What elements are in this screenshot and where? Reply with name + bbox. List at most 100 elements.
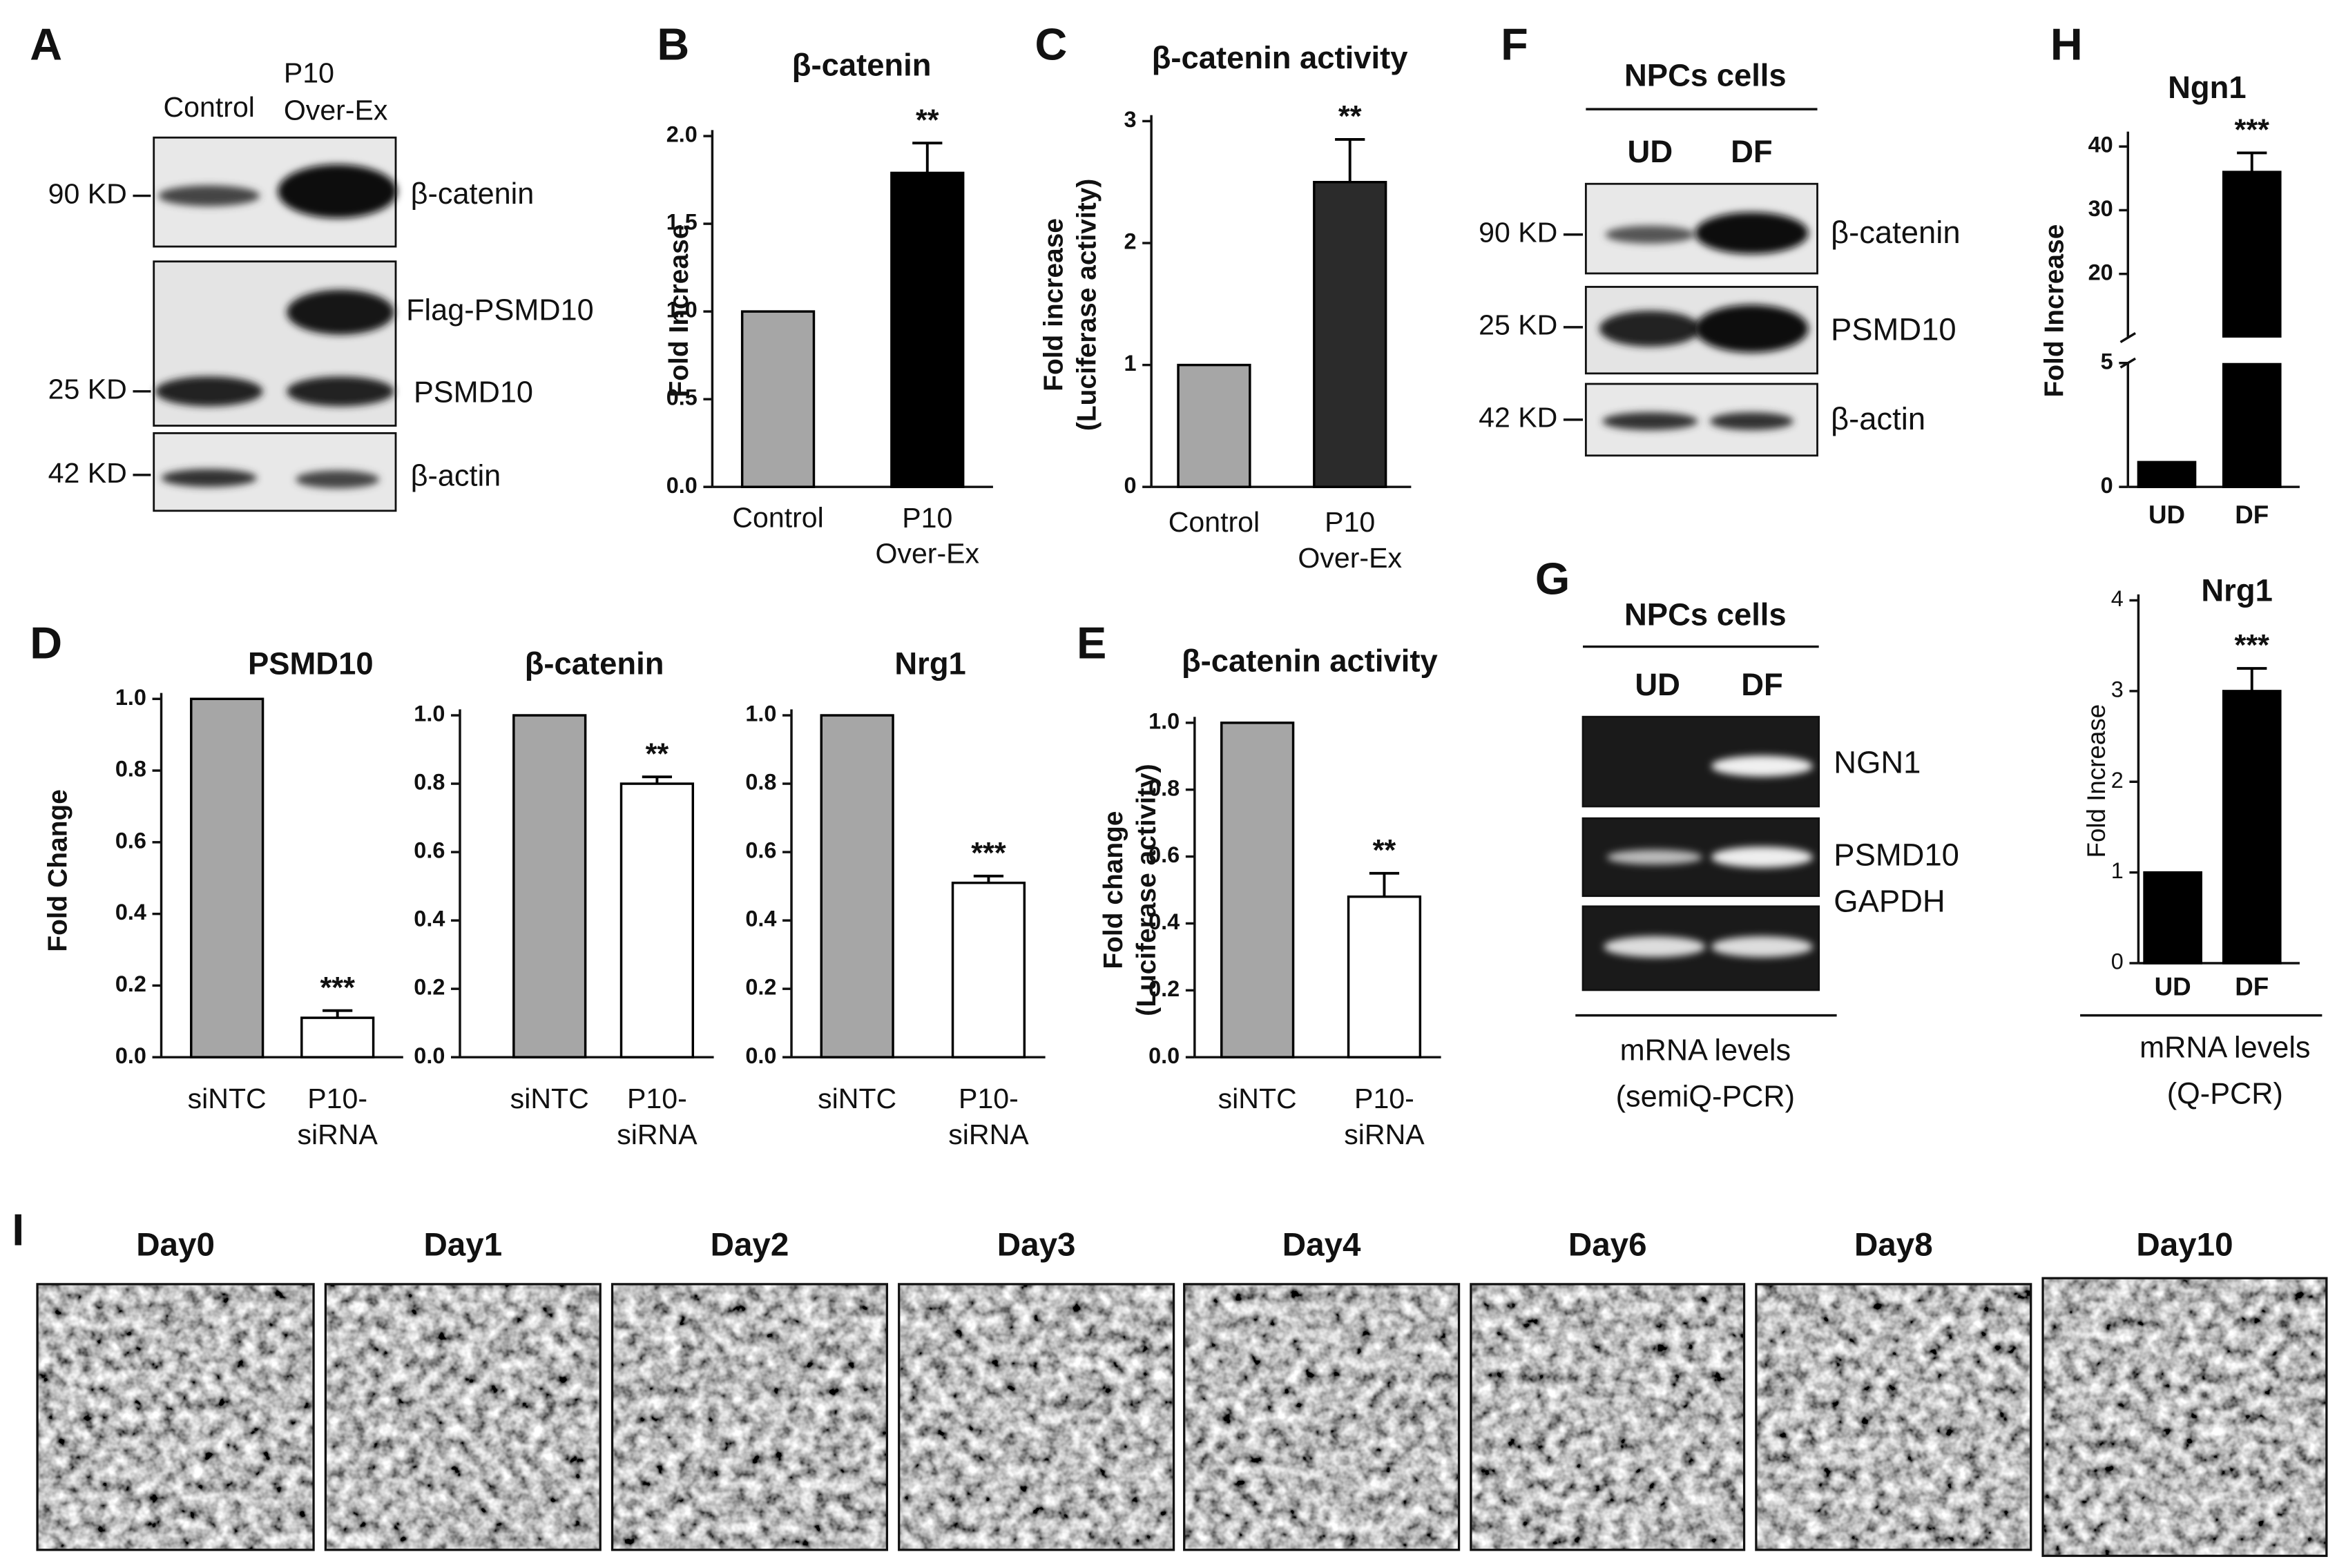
y-tick-label: 1.0	[745, 701, 776, 726]
text-line: Fold increase	[1039, 218, 1069, 391]
text-line: (Luciferase activity)	[1073, 179, 1102, 431]
day-label: Day2	[711, 1226, 789, 1263]
y-tick-label: 0.0	[115, 1043, 146, 1068]
marker-label: 42 KD	[48, 457, 127, 489]
text-line: Over-Ex	[875, 538, 979, 570]
band-label: β-actin	[1831, 401, 1925, 436]
panel-label: G	[1535, 554, 1570, 604]
x-tick-label: DF	[2235, 972, 2269, 1000]
y-tick-label: 1.0	[666, 298, 698, 322]
x-tick-label: Control	[1168, 506, 1260, 538]
y-tick-label: 0.2	[1148, 976, 1180, 1001]
y-axis-label: Fold increase (Luciferase activity)	[1039, 179, 1102, 431]
x-tick-label: UD	[2155, 972, 2191, 1000]
x-tick-label: P10 Over-Ex	[1298, 506, 1402, 574]
error-bar	[912, 142, 943, 173]
band	[158, 185, 260, 206]
panel-label: A	[30, 19, 62, 70]
micrograph	[1756, 1284, 2031, 1550]
band	[1711, 936, 1814, 958]
y-tick-label: 0.8	[745, 770, 776, 795]
y-axis-label: Fold Increase	[2040, 224, 2070, 398]
y-tick-label: 0.6	[745, 838, 776, 863]
text-line: siRNA	[948, 1119, 1029, 1150]
bar	[2143, 871, 2202, 965]
bar	[2137, 461, 2197, 488]
marker-label: 90 KD	[1479, 217, 1557, 249]
y-tick-label: 3	[2111, 677, 2124, 701]
axis-break	[2119, 332, 2136, 343]
day-label: Day8	[1854, 1226, 1933, 1263]
bar	[820, 714, 894, 1058]
marker-label: 25 KD	[48, 374, 127, 405]
text-line: (semiQ-PCR)	[1616, 1081, 1795, 1114]
x-tick-label: UD	[2148, 501, 2185, 529]
y-axis-label: Fold change (Luciferase activity)	[1099, 764, 1162, 1016]
x-tick-label: P10- siRNA	[948, 1083, 1029, 1150]
lane-label: UD	[1628, 134, 1673, 169]
y-tick-label: 3	[1124, 107, 1136, 132]
y-tick-label: 5	[2101, 349, 2113, 374]
y-tick-label: 20	[2088, 260, 2113, 284]
band	[1709, 412, 1793, 431]
y-tick-label: 0.4	[1148, 909, 1180, 934]
x-tick-label: siNTC	[510, 1083, 589, 1114]
band	[287, 376, 394, 407]
error-bar	[1335, 137, 1365, 182]
text-line: P10-	[307, 1083, 367, 1114]
text-line: mRNA levels	[1620, 1034, 1791, 1067]
micrograph-frame	[898, 1283, 1175, 1551]
error-bar	[642, 775, 673, 784]
error-bar	[323, 1009, 353, 1018]
band	[1711, 846, 1814, 868]
y-tick-label: 1.0	[115, 685, 146, 710]
band-label: NGN1	[1834, 744, 1921, 780]
micrograph-frame	[1755, 1283, 2032, 1551]
text-line: Over-Ex	[284, 94, 388, 126]
lane-label: UD	[1635, 667, 1680, 702]
y-tick-label: 0.8	[414, 770, 445, 795]
x-tick-label: P10 Over-Ex	[875, 502, 979, 570]
y-tick-label: 2	[2111, 768, 2124, 793]
lane-label: DF	[1731, 134, 1773, 169]
axis-break	[2119, 357, 2136, 369]
day-label: Day10	[2136, 1226, 2233, 1263]
error-bar	[973, 874, 1004, 883]
y-tick-label: 4	[2111, 586, 2124, 611]
bar	[512, 714, 587, 1058]
y-axis-label: Fold Increase	[664, 224, 694, 398]
x-tick-label: P10- siRNA	[1344, 1083, 1425, 1150]
y-tick-label: 0.8	[115, 757, 146, 782]
band-label: PSMD10	[1834, 837, 1959, 872]
panel-label: I	[12, 1204, 24, 1255]
text-line: mRNA levels	[2139, 1032, 2310, 1065]
chart-title: Ngn1	[2168, 70, 2246, 105]
chart-title: Nrg1	[894, 646, 965, 681]
chart-title: β-catenin activity	[1152, 40, 1408, 75]
micrograph	[2043, 1278, 2327, 1556]
text-line: siRNA	[297, 1119, 378, 1150]
y-tick-label: 0.6	[115, 828, 146, 853]
chart-title: Nrg1	[2201, 573, 2272, 608]
band	[1602, 412, 1698, 431]
bar	[1177, 363, 1251, 488]
band	[161, 469, 257, 487]
band	[1695, 304, 1809, 353]
error-bar	[2237, 151, 2267, 173]
y-tick-label: 1.5	[666, 210, 698, 235]
bar	[1347, 895, 1422, 1058]
text-line: P10	[1325, 506, 1375, 538]
text-line: Fold change	[1099, 811, 1129, 969]
panel-label: H	[2050, 19, 2083, 70]
significance: **	[1373, 834, 1396, 867]
y-tick-label: 1.0	[414, 701, 445, 726]
y-tick-label: 0.0	[414, 1043, 445, 1068]
text-line: Fold Increase	[664, 224, 694, 398]
band	[287, 289, 394, 335]
bar	[2222, 690, 2282, 965]
chart-title: PSMD10	[248, 646, 374, 681]
y-tick-label: 1.0	[1148, 708, 1180, 733]
bar	[619, 782, 695, 1058]
text-line: (Luciferase activity)	[1132, 764, 1162, 1016]
